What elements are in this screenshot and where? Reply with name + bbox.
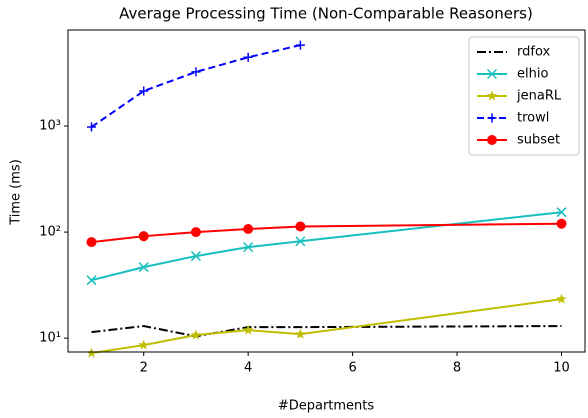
marker — [295, 40, 305, 50]
legend-label: trowl — [517, 111, 549, 126]
legend-label: subset — [517, 133, 560, 148]
marker — [138, 231, 149, 242]
marker-shape — [556, 218, 567, 229]
marker-shape — [86, 275, 97, 286]
marker — [190, 329, 202, 340]
marker — [86, 347, 97, 358]
marker-shape — [190, 329, 202, 340]
marker — [87, 122, 96, 132]
marker-shape — [190, 227, 201, 238]
series-line — [90, 44, 301, 128]
marker — [486, 68, 498, 80]
marker — [243, 52, 253, 62]
x-tick-label: 2 — [140, 361, 148, 376]
marker-shape — [191, 67, 201, 77]
x-tick-label: 10 — [553, 361, 570, 376]
marker — [556, 218, 567, 229]
marker-shape — [242, 324, 254, 335]
marker-shape — [556, 293, 567, 304]
x-tick-label: 8 — [453, 361, 461, 376]
marker — [138, 262, 149, 273]
marker-shape — [295, 40, 305, 50]
marker — [243, 223, 254, 234]
marker-shape — [138, 231, 149, 242]
marker-shape — [295, 328, 306, 339]
plot-frame — [67, 29, 586, 353]
chart-title: Average Processing Time (Non-Comparable … — [119, 5, 533, 23]
marker-shape — [190, 251, 201, 262]
marker-shape — [138, 339, 149, 350]
marker-shape — [86, 347, 97, 358]
marker-shape — [243, 52, 253, 62]
marker-shape — [87, 122, 96, 132]
marker-shape — [556, 207, 567, 218]
marker-shape — [295, 221, 306, 232]
marker-shape — [295, 236, 306, 247]
y-tick-label: 10¹ — [39, 331, 61, 346]
y-tick-label: 10³ — [39, 119, 61, 134]
marker-shape — [243, 223, 254, 234]
marker — [242, 324, 254, 335]
marker — [556, 293, 567, 304]
marker — [243, 242, 254, 253]
marker-shape — [138, 262, 149, 273]
marker — [295, 328, 306, 339]
legend-label: elhio — [517, 67, 548, 82]
marker — [487, 135, 497, 145]
marker-shape — [139, 86, 149, 96]
marker — [190, 227, 201, 238]
series-line — [91, 222, 562, 244]
legend-label: jenaRL — [516, 89, 562, 104]
marker-shape — [487, 135, 497, 145]
marker-shape — [243, 242, 254, 253]
marker — [138, 339, 149, 350]
x-axis-label: #Departments — [278, 399, 375, 414]
y-axis-label: Time (ms) — [9, 159, 24, 226]
legend-label: rdfox — [517, 45, 550, 60]
marker — [556, 207, 567, 218]
series-line — [91, 211, 562, 282]
y-tick-label: 10² — [39, 225, 61, 240]
marker — [139, 86, 149, 96]
marker — [487, 113, 497, 123]
legend: rdfox elhio jenaRL trowl subset — [468, 36, 580, 156]
series-line — [91, 298, 562, 355]
marker — [86, 275, 97, 286]
marker — [486, 90, 498, 101]
marker — [295, 236, 306, 247]
marker-shape — [487, 113, 497, 123]
marker-shape — [86, 237, 97, 248]
marker — [191, 67, 201, 77]
marker — [190, 251, 201, 262]
marker — [295, 221, 306, 232]
x-tick-label: 6 — [348, 361, 356, 376]
marker-shape — [486, 68, 498, 80]
x-tick-label: 4 — [244, 361, 252, 376]
legend-box — [468, 36, 580, 156]
marker-shape — [486, 90, 498, 101]
marker — [86, 237, 97, 248]
